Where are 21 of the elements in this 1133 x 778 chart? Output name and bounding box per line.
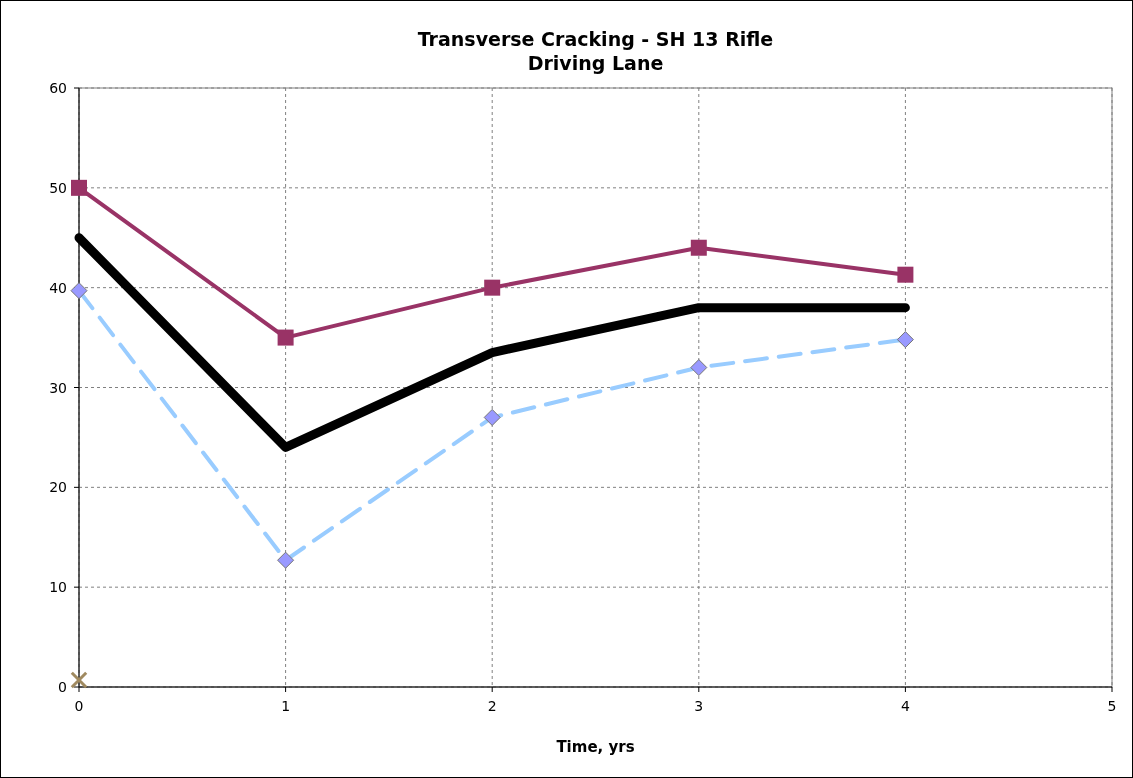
x-tick-label: 5: [1107, 698, 1117, 714]
point: [484, 279, 501, 296]
y-tick-label: 0: [58, 679, 67, 695]
y-tick-label: 40: [49, 279, 67, 296]
y-tick-label: 30: [49, 379, 67, 396]
y-tick-label: 60: [49, 80, 67, 96]
y-tick-label: 10: [49, 579, 67, 596]
x-tick-label: 4: [900, 698, 910, 714]
x-tick-label: 1: [281, 698, 291, 714]
y-tick-label: 20: [49, 479, 67, 496]
point: [277, 329, 294, 346]
chart-title: Transverse Cracking - SH 13 Rifle Driving Lane: [417, 28, 774, 74]
y-tick-label: 50: [49, 179, 67, 196]
point: [70, 671, 88, 689]
point: [897, 266, 914, 283]
x-tick-label: 0: [74, 698, 84, 714]
point: [690, 239, 707, 256]
x-tick-label: 3: [694, 698, 704, 714]
x-tick-label: 2: [487, 698, 497, 714]
point: [71, 179, 87, 196]
x-axis-title: Time, yrs: [556, 738, 635, 756]
